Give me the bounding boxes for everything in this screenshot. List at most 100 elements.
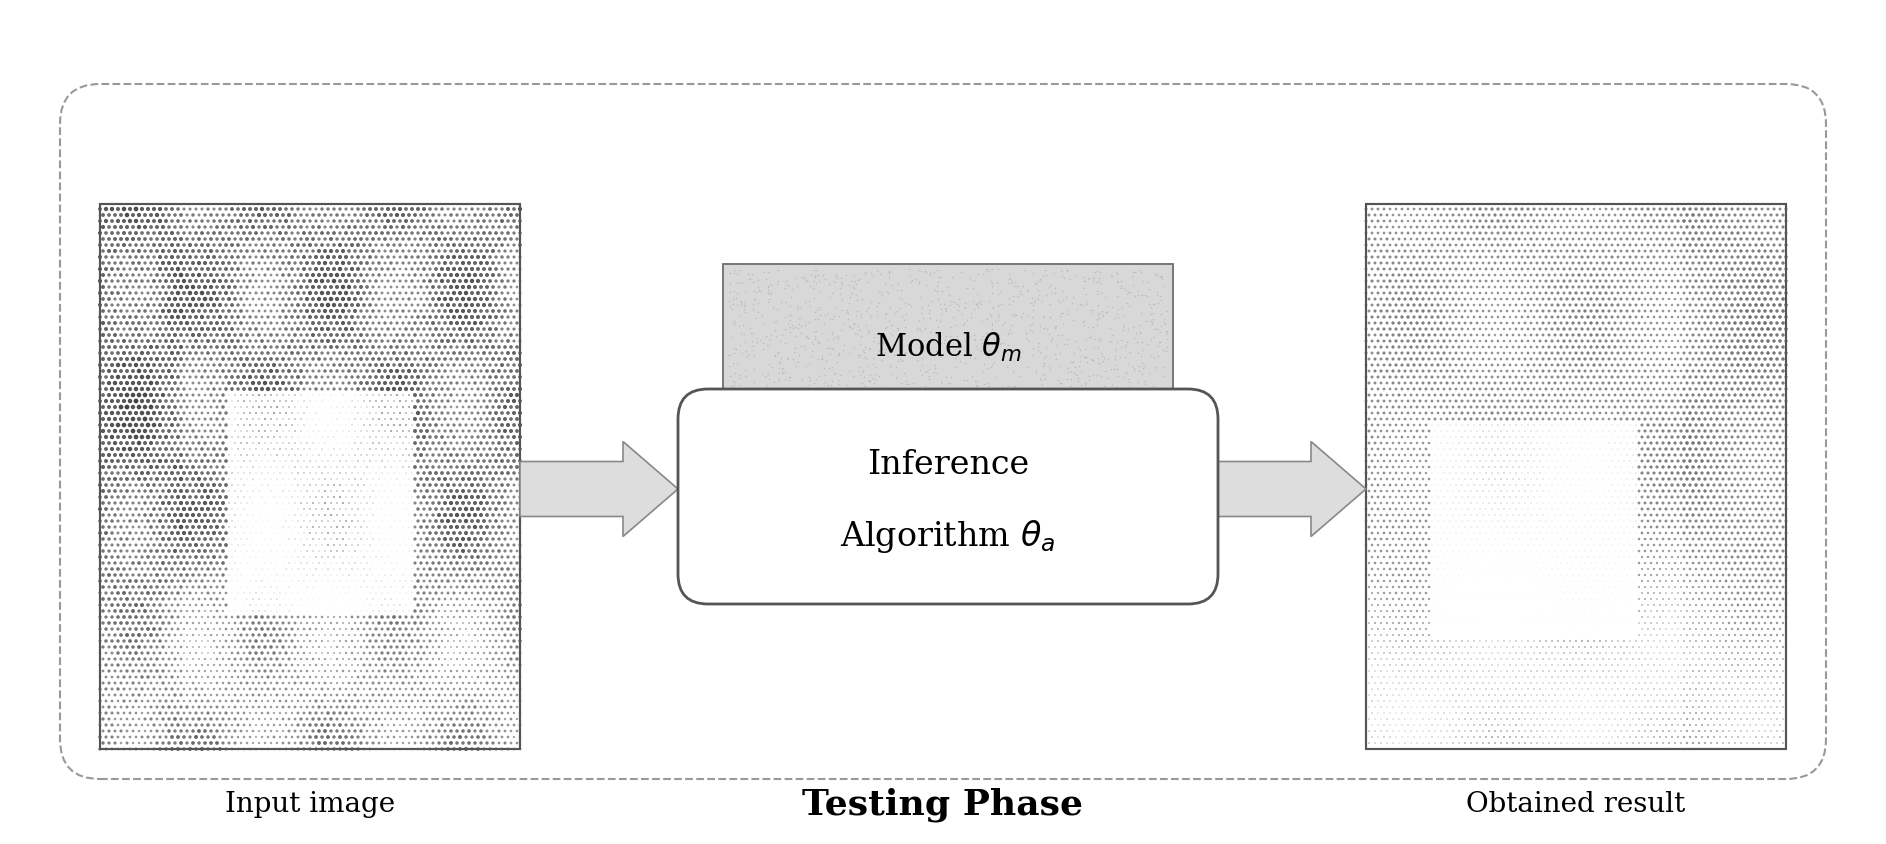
- Point: [1696, 281, 1726, 295]
- Point: [988, 408, 1018, 422]
- Point: [1456, 689, 1486, 702]
- Point: [172, 701, 202, 714]
- Point: [1526, 683, 1556, 696]
- Point: [1375, 227, 1405, 241]
- Point: [447, 581, 477, 594]
- Point: [126, 299, 157, 312]
- Point: [1477, 610, 1507, 624]
- Point: [404, 563, 434, 576]
- Point: [1452, 407, 1482, 420]
- Point: [111, 305, 141, 318]
- Point: [1497, 652, 1528, 666]
- Point: [130, 521, 160, 534]
- Point: [1669, 706, 1699, 720]
- Point: [181, 419, 211, 432]
- Point: [1562, 587, 1592, 600]
- Point: [1548, 287, 1579, 300]
- Point: [1122, 285, 1152, 299]
- Point: [715, 349, 745, 363]
- Point: [1026, 374, 1056, 387]
- Point: [1482, 311, 1513, 324]
- Point: [470, 335, 500, 349]
- Point: [405, 365, 436, 378]
- Point: [1488, 479, 1518, 492]
- Point: [1582, 257, 1613, 270]
- Point: [264, 359, 294, 372]
- Point: [268, 425, 298, 438]
- Point: [455, 305, 485, 318]
- Point: [1437, 689, 1467, 702]
- Point: [1043, 374, 1073, 387]
- Point: [1658, 347, 1688, 360]
- Point: [1522, 221, 1552, 235]
- Point: [1030, 350, 1060, 364]
- Point: [1437, 269, 1467, 283]
- Point: [1447, 407, 1477, 420]
- Point: [313, 407, 343, 420]
- Point: [1686, 479, 1716, 492]
- Point: [262, 365, 292, 378]
- Point: [1528, 604, 1558, 618]
- Point: [1729, 467, 1760, 480]
- Point: [1660, 676, 1690, 690]
- Point: [1714, 233, 1745, 246]
- Point: [272, 299, 302, 312]
- Point: [126, 527, 157, 540]
- Point: [124, 689, 155, 702]
- Point: [85, 730, 115, 744]
- Point: [283, 706, 313, 720]
- Point: [1573, 479, 1603, 492]
- Point: [1543, 658, 1573, 672]
- Point: [1756, 569, 1786, 582]
- Point: [294, 347, 324, 360]
- Point: [1371, 664, 1401, 678]
- Point: [368, 311, 398, 324]
- Point: [304, 436, 334, 450]
- Point: [162, 647, 192, 660]
- Point: [1460, 227, 1490, 241]
- Point: [1643, 461, 1673, 474]
- Point: [1762, 496, 1792, 510]
- Point: [277, 215, 307, 229]
- Point: [1522, 581, 1552, 594]
- Point: [162, 311, 192, 324]
- Point: [1648, 701, 1679, 714]
- Point: [773, 309, 803, 322]
- Point: [1716, 623, 1746, 636]
- Point: [353, 461, 383, 474]
- Point: [1539, 652, 1569, 666]
- Point: [492, 623, 522, 636]
- Point: [1526, 538, 1556, 552]
- Point: [232, 269, 262, 283]
- Point: [177, 581, 207, 594]
- Point: [1563, 473, 1594, 486]
- Point: [1696, 652, 1726, 666]
- Point: [1597, 670, 1628, 684]
- Point: [1486, 712, 1516, 726]
- Point: [1643, 484, 1673, 498]
- Point: [258, 323, 289, 337]
- Point: [228, 490, 258, 504]
- Point: [1394, 215, 1424, 229]
- Point: [256, 533, 287, 546]
- Point: [147, 281, 177, 295]
- Point: [1100, 342, 1130, 355]
- Point: [426, 299, 456, 312]
- Point: [754, 293, 785, 306]
- Point: [1356, 203, 1386, 217]
- Point: [106, 556, 136, 570]
- Point: [1386, 251, 1416, 264]
- Point: [1426, 281, 1456, 295]
- Point: [1365, 736, 1396, 749]
- Point: [1720, 413, 1750, 426]
- Point: [822, 349, 852, 362]
- Point: [132, 563, 162, 576]
- Point: [1579, 718, 1609, 732]
- Point: [264, 251, 294, 264]
- Point: [1735, 419, 1765, 432]
- Point: [1771, 371, 1801, 384]
- Point: [1569, 389, 1599, 403]
- Point: [424, 616, 455, 630]
- Point: [147, 629, 177, 642]
- Point: [217, 323, 247, 337]
